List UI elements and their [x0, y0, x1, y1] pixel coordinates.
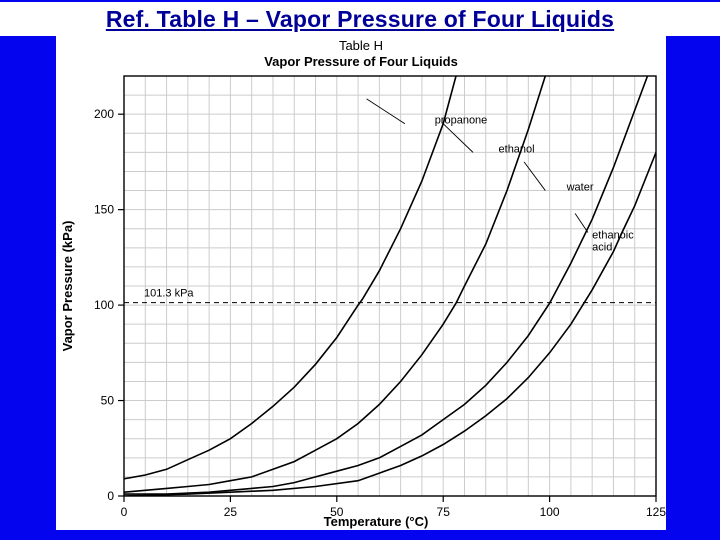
leader-line: [575, 213, 588, 232]
slide: Ref. Table H – Vapor Pressure of Four Li…: [0, 0, 720, 540]
slide-heading: Ref. Table H – Vapor Pressure of Four Li…: [0, 2, 720, 36]
table-label: Table H: [339, 38, 383, 53]
y-tick-label: 50: [101, 394, 115, 408]
series-label: ethanol: [499, 143, 535, 155]
y-tick-label: 150: [94, 203, 114, 217]
y-tick-label: 200: [94, 107, 114, 121]
series-label: water: [566, 182, 594, 194]
grid: [124, 76, 656, 496]
curve-propanone: [124, 76, 456, 479]
y-tick-label: 100: [94, 298, 114, 312]
y-axis-title: Vapor Pressure (kPa): [60, 221, 75, 352]
leader-line: [443, 124, 473, 153]
chart-title: Vapor Pressure of Four Liquids: [264, 54, 458, 69]
x-tick-label: 0: [121, 505, 128, 519]
ref-line-label: 101.3 kPa: [144, 288, 194, 300]
series-label: ethanoic: [592, 229, 634, 241]
curve-water: [124, 76, 648, 494]
y-tick-label: 0: [107, 489, 114, 503]
curve-ethanol: [124, 76, 545, 492]
chart-container: Table H Vapor Pressure of Four Liquids 0…: [56, 36, 666, 530]
x-axis-title: Temperature (°C): [324, 514, 429, 529]
x-tick-label: 25: [224, 505, 238, 519]
leader-line: [524, 162, 545, 191]
leader-line: [367, 99, 405, 124]
x-tick-label: 125: [646, 505, 666, 519]
x-tick-label: 75: [437, 505, 451, 519]
series-label: propanone: [435, 115, 488, 127]
vapor-pressure-chart: Table H Vapor Pressure of Four Liquids 0…: [56, 36, 666, 530]
x-tick-label: 100: [540, 505, 560, 519]
series-label: acid: [592, 241, 612, 253]
plot-area: 0255075100125050100150200101.3 kPapropan…: [94, 76, 666, 519]
